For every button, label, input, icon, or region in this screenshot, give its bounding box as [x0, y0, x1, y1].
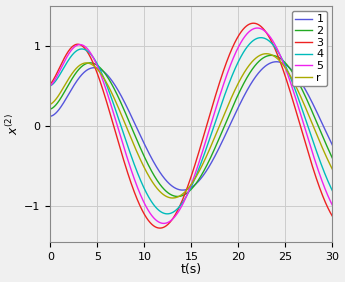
1	[325, 132, 329, 136]
2	[48, 107, 52, 111]
1	[156, 168, 160, 172]
Line: r: r	[50, 54, 333, 198]
2	[331, 157, 335, 160]
r	[325, 157, 329, 160]
5	[169, 219, 173, 222]
r	[264, 52, 268, 55]
1	[169, 183, 173, 187]
3	[331, 215, 335, 218]
Y-axis label: $x^{(2)}$: $x^{(2)}$	[6, 113, 21, 135]
2	[97, 65, 101, 69]
Line: 4: 4	[50, 38, 333, 214]
2	[295, 78, 299, 81]
5	[325, 192, 329, 195]
5	[97, 69, 101, 72]
Line: 3: 3	[50, 23, 333, 228]
1	[295, 74, 299, 78]
3	[48, 83, 52, 86]
5	[331, 204, 335, 207]
r	[295, 86, 299, 90]
4	[165, 212, 169, 215]
1	[97, 67, 101, 70]
Legend: 1, 2, 3, 4, 5, r: 1, 2, 3, 4, 5, r	[292, 11, 327, 86]
1	[331, 144, 335, 147]
2	[176, 195, 180, 198]
4	[259, 36, 263, 39]
X-axis label: t(s): t(s)	[181, 263, 202, 276]
5	[156, 220, 160, 224]
4	[80, 47, 85, 51]
5	[255, 26, 259, 30]
5	[48, 84, 52, 87]
2	[80, 64, 85, 67]
3	[158, 226, 162, 230]
5	[295, 100, 299, 103]
Line: 1: 1	[50, 62, 333, 190]
1	[80, 72, 85, 76]
r	[331, 168, 335, 171]
2	[325, 145, 329, 148]
3	[252, 21, 256, 25]
1	[48, 114, 52, 118]
r	[170, 196, 175, 200]
Line: 2: 2	[50, 55, 333, 197]
r	[80, 62, 85, 65]
5	[162, 222, 166, 225]
3	[325, 204, 329, 208]
4	[48, 84, 52, 87]
Line: 5: 5	[50, 28, 333, 223]
3	[169, 220, 173, 223]
3	[80, 45, 85, 48]
r	[48, 103, 52, 106]
3	[295, 112, 299, 115]
4	[156, 208, 160, 212]
r	[156, 188, 160, 192]
4	[295, 92, 299, 96]
2	[269, 54, 274, 57]
3	[156, 226, 160, 230]
2	[156, 181, 160, 184]
4	[331, 189, 335, 193]
1	[181, 188, 185, 192]
1	[274, 60, 278, 63]
r	[97, 70, 101, 73]
5	[80, 43, 85, 47]
4	[97, 66, 101, 70]
3	[97, 77, 101, 81]
4	[169, 212, 173, 215]
4	[325, 177, 329, 181]
2	[169, 193, 173, 196]
r	[169, 196, 173, 200]
